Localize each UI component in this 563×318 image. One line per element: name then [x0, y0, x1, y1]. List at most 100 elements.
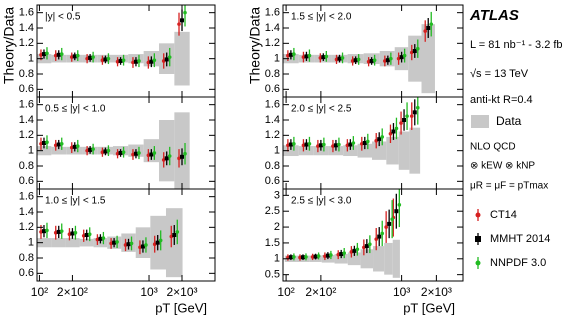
data-band	[283, 145, 299, 157]
data-band	[384, 242, 393, 275]
marker	[146, 60, 151, 65]
y-tick-label: 0.6	[265, 175, 280, 187]
marker	[399, 55, 404, 60]
frame	[36, 188, 216, 282]
marker	[380, 231, 385, 236]
marker	[169, 234, 174, 239]
y-tick-label: 0.8	[19, 160, 34, 172]
y-tick-label: 1	[28, 237, 34, 249]
legend-label: NNPDF 3.0	[490, 257, 546, 269]
marker	[88, 55, 93, 60]
legend-marker	[475, 212, 481, 218]
marker	[137, 151, 141, 155]
panel-title: 1.0 ≤ |y| < 1.5	[45, 196, 106, 207]
marker	[59, 52, 64, 56]
marker	[72, 54, 77, 59]
marker	[394, 209, 399, 214]
marker	[53, 143, 58, 148]
marker	[351, 141, 356, 145]
marker	[149, 59, 154, 64]
marker	[359, 141, 364, 146]
marker	[101, 236, 106, 240]
marker	[355, 247, 360, 252]
data-band	[51, 238, 66, 248]
marker	[91, 147, 95, 151]
data-band	[409, 127, 421, 174]
marker	[41, 229, 46, 234]
legend-swatch	[471, 115, 489, 128]
marker	[288, 52, 293, 57]
y-tick-label: 1.4	[265, 22, 280, 34]
marker	[380, 135, 385, 139]
marker	[140, 244, 145, 249]
marker	[91, 55, 95, 59]
scale: μR = μF = pTmax	[470, 181, 548, 192]
marker	[353, 58, 358, 63]
y-tick-label: 1.2	[265, 129, 280, 141]
marker	[106, 148, 111, 153]
y-axis-label: Theory/Data	[1, 7, 17, 84]
marker	[131, 60, 135, 65]
y-tick-label: 1	[28, 145, 34, 157]
y-tick-label: 1.6	[19, 191, 34, 203]
marker	[164, 57, 169, 62]
marker	[183, 151, 187, 156]
marker	[183, 10, 187, 15]
marker	[109, 241, 113, 246]
marker	[300, 255, 305, 260]
data-band	[334, 254, 348, 264]
marker	[298, 255, 302, 260]
marker	[45, 140, 49, 145]
y-tick-label: 0.8	[265, 68, 280, 80]
y-tick-label: 1.5	[265, 237, 280, 249]
marker	[345, 143, 350, 148]
marker	[388, 132, 393, 136]
legend-marker	[475, 260, 481, 266]
marker	[133, 59, 138, 64]
data-band	[37, 238, 52, 248]
x-tick-label: 2×10²	[305, 285, 336, 299]
marker	[321, 55, 326, 60]
marker	[155, 240, 160, 245]
data-band	[159, 120, 175, 182]
marker	[103, 57, 108, 62]
marker	[336, 252, 341, 257]
marker	[167, 154, 172, 158]
marker	[322, 142, 326, 147]
marker	[292, 52, 296, 56]
marker	[172, 233, 177, 237]
x-axis-label: pT [GeV]	[155, 300, 207, 315]
marker	[67, 232, 72, 237]
marker	[390, 217, 394, 221]
y-tick-label: 0.8	[265, 160, 280, 172]
marker	[352, 248, 357, 253]
marker	[123, 243, 128, 247]
marker	[69, 55, 74, 59]
panel	[37, 5, 190, 86]
x-axis-label: pT [GeV]	[403, 300, 455, 315]
marker	[126, 242, 131, 247]
marker	[377, 234, 382, 239]
x-tick-label: 10²	[31, 285, 48, 299]
marker	[429, 22, 434, 26]
marker	[339, 252, 344, 257]
marker	[383, 59, 387, 63]
x-tick-label: 10³	[393, 285, 410, 299]
marker	[397, 203, 402, 207]
marker	[53, 230, 58, 235]
y-tick-label: 1.4	[19, 114, 34, 126]
marker	[131, 152, 135, 157]
marker	[39, 230, 43, 234]
marker	[288, 142, 293, 147]
panel-title: 0.5 ≤ |y| < 1.0	[45, 104, 106, 115]
marker	[394, 126, 399, 131]
marker	[334, 57, 339, 62]
legend-label: Data	[496, 114, 522, 128]
marker	[73, 230, 78, 235]
y-tick-label: 3	[274, 189, 280, 201]
marker	[138, 245, 142, 250]
marker	[161, 59, 166, 63]
marker	[286, 53, 290, 58]
marker	[318, 143, 323, 148]
